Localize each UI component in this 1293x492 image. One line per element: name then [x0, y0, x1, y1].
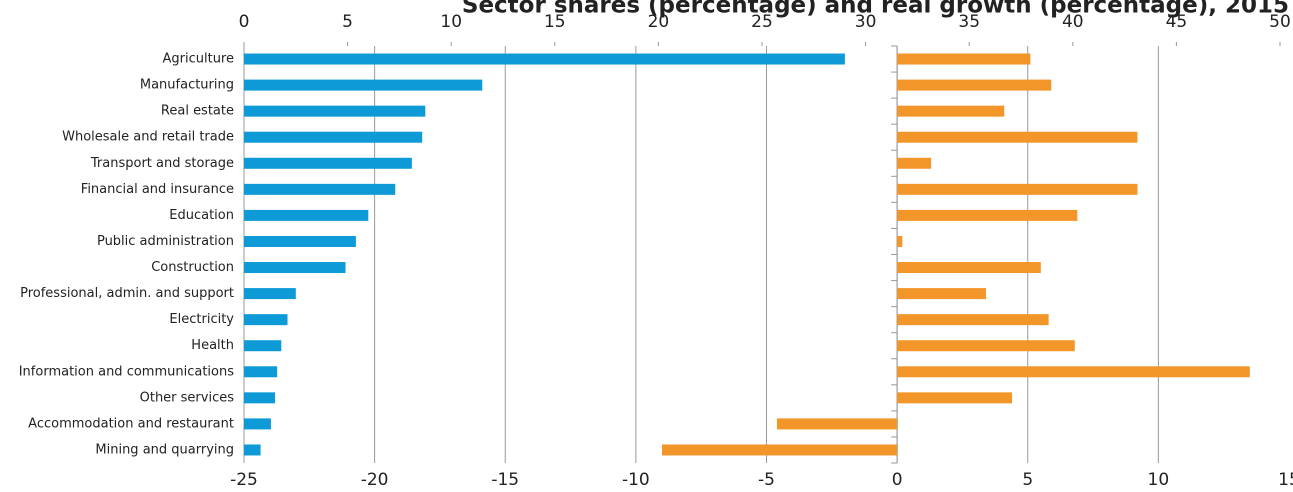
x2-tick-label: 15 [1278, 470, 1293, 490]
x-tick-label: 0 [239, 12, 250, 32]
y-tick-label: Accommodation and restaurant [28, 416, 234, 431]
bar [244, 183, 396, 195]
y-tick-label: Financial and insurance [81, 182, 234, 197]
x-tick-label: 20 [648, 12, 670, 32]
x2-tick-label: 0 [892, 470, 903, 490]
x2-tick-label: 5 [1022, 470, 1033, 490]
bar [244, 366, 278, 378]
bar [897, 235, 903, 247]
bar [244, 131, 423, 143]
y-tick-label: Education [169, 208, 234, 223]
bar [244, 392, 276, 404]
bar [244, 288, 296, 300]
y-tick-label: Information and communications [19, 364, 235, 379]
bar [244, 53, 845, 65]
y-tick-label: Wholesale and retail trade [62, 130, 234, 145]
x-tick-label: 45 [1166, 12, 1188, 32]
bar [244, 444, 261, 456]
bar [244, 262, 346, 274]
bar [897, 157, 932, 169]
x2-tick-label: -25 [230, 470, 258, 490]
x-tick-label: 30 [855, 12, 877, 32]
bar [244, 209, 369, 221]
chart-title: Sector shares (percentage) and real grow… [462, 0, 1289, 19]
x-tick-label: 15 [544, 12, 566, 32]
bar [244, 418, 271, 430]
x-tick-label: 35 [958, 12, 980, 32]
y-tick-label: Other services [140, 390, 235, 405]
y-tick-label: Public administration [97, 234, 234, 249]
bar [244, 79, 483, 91]
x2-tick-label: -5 [758, 470, 775, 490]
y-tick-label: Health [191, 338, 234, 353]
x-tick-label: 10 [440, 12, 462, 32]
bar [897, 209, 1078, 221]
bar [244, 105, 426, 117]
bar [897, 392, 1013, 404]
y-tick-label: Manufacturing [140, 78, 234, 93]
bar [897, 340, 1075, 352]
bar [897, 288, 986, 300]
y-tick-label: Construction [151, 260, 234, 275]
bar [662, 444, 898, 456]
bar [897, 314, 1049, 326]
y-tick-label: Electricity [169, 312, 234, 327]
x2-tick-label: -20 [361, 470, 389, 490]
bar [244, 235, 356, 247]
x2-tick-label: -15 [491, 470, 519, 490]
bar [776, 418, 898, 430]
x-tick-label: 25 [751, 12, 773, 32]
bar [897, 366, 1250, 378]
x-tick-label: 40 [1062, 12, 1084, 32]
y-tick-label: Agriculture [163, 52, 235, 67]
bar [897, 262, 1041, 274]
x-tick-label: 5 [342, 12, 353, 32]
y-tick-label: Real estate [161, 104, 234, 119]
y-tick-label: Professional, admin. and support [20, 286, 234, 301]
x2-tick-label: -10 [622, 470, 650, 490]
bar [897, 183, 1138, 195]
y-tick-label: Mining and quarrying [95, 442, 234, 457]
bar [244, 157, 412, 169]
bar [897, 53, 1031, 65]
x2-tick-label: 10 [1148, 470, 1170, 490]
bar [897, 79, 1052, 91]
bar [897, 105, 1005, 117]
bar [897, 131, 1138, 143]
bar [244, 314, 288, 326]
y-tick-label: Transport and storage [90, 156, 234, 171]
bar [244, 340, 282, 352]
x-tick-label: 50 [1269, 12, 1291, 32]
